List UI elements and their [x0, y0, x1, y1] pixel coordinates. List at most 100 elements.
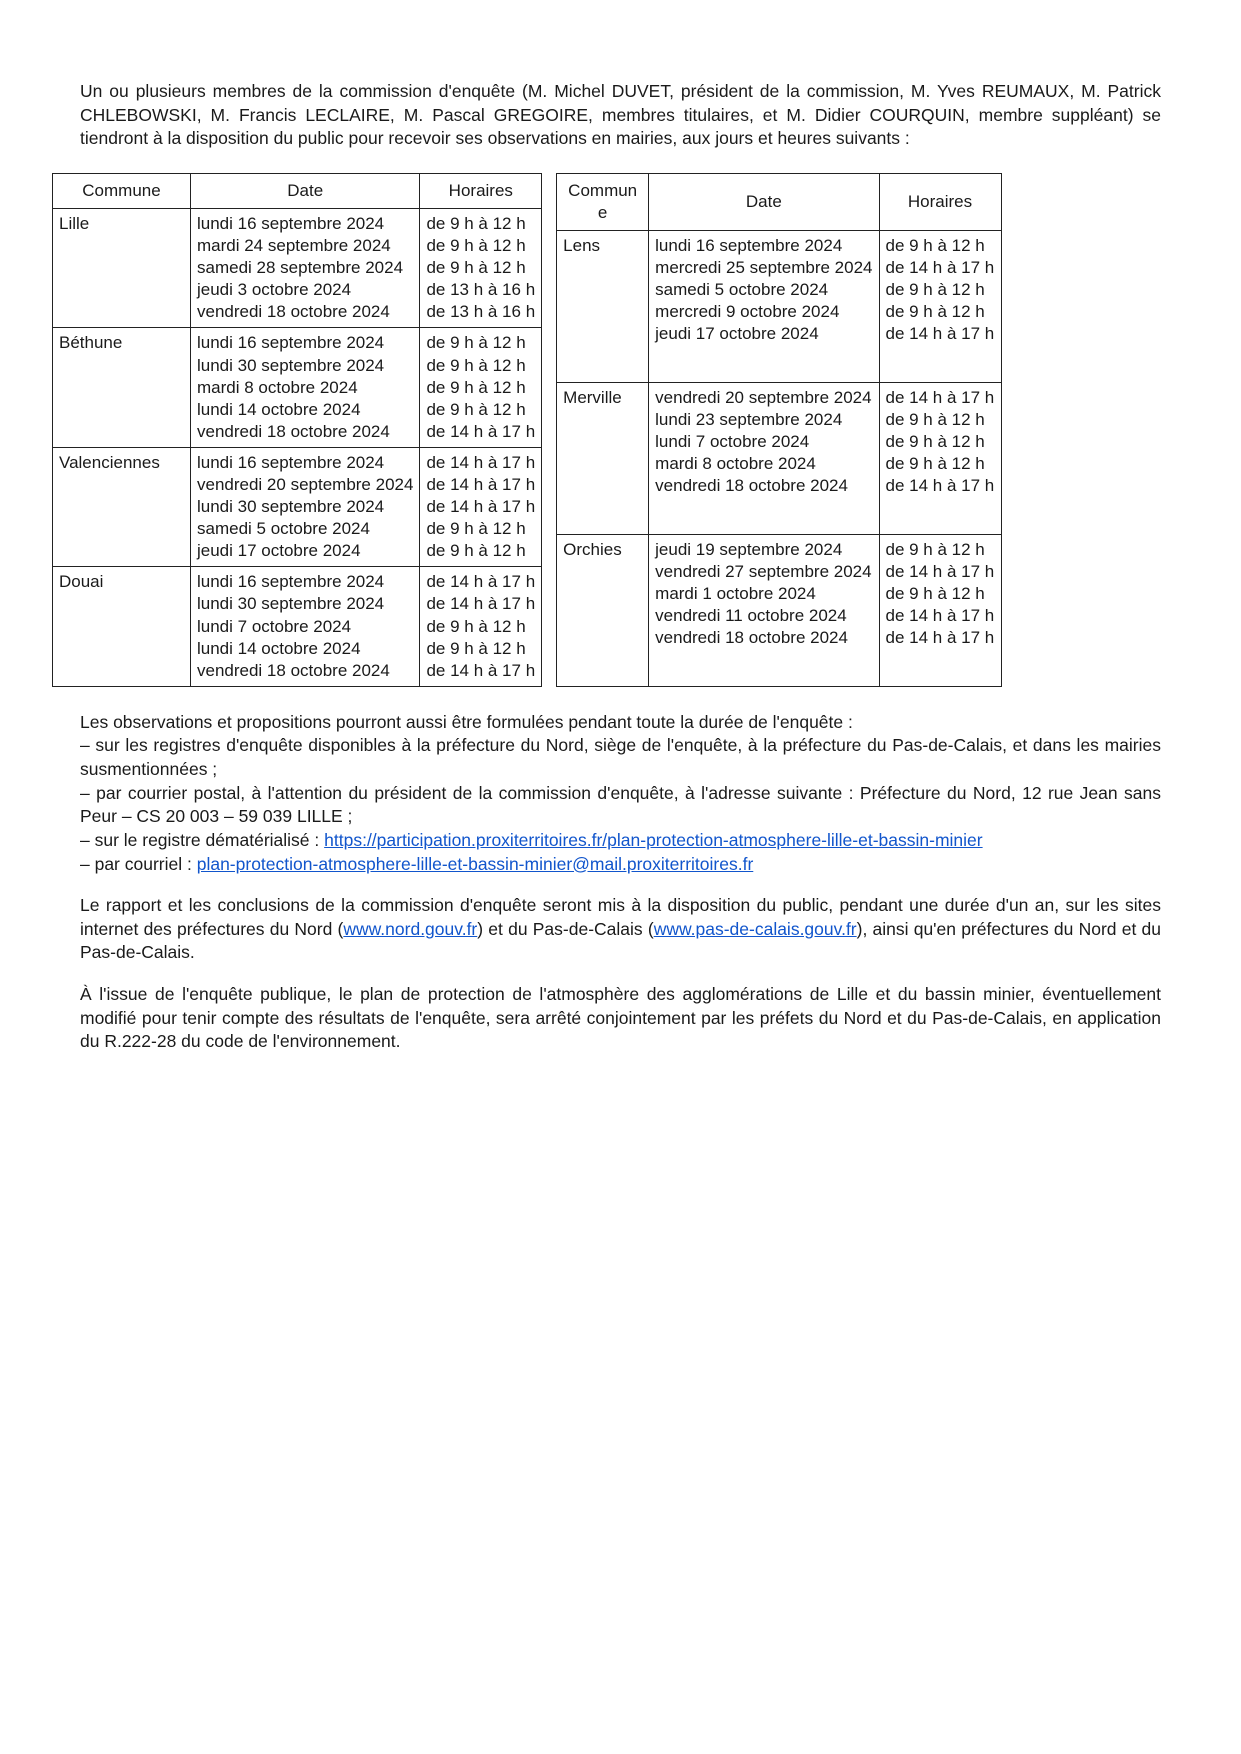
- horaire-line: de 14 h à 17 h: [426, 496, 535, 518]
- horaire-line: de 9 h à 12 h: [886, 583, 995, 605]
- cell-horaires: de 9 h à 12 hde 14 h à 17 hde 9 h à 12 h…: [879, 231, 1001, 383]
- th-commune-wrapped: Commun e: [557, 173, 649, 230]
- left-table-body: Lille lundi 16 septembre 2024 mardi 24 sep…: [53, 208, 542, 686]
- horaire-line: de 13 h à 16 h: [426, 279, 535, 301]
- th-horaires: Horaires: [879, 173, 1001, 230]
- table-header-row: Commune Date Horaires: [53, 173, 542, 208]
- horaire-line: de 9 h à 12 h: [886, 301, 995, 323]
- tables-container: Commune Date Horaires Lillelundi 16 sept…: [52, 173, 1161, 687]
- horaire-line: de 9 h à 12 h: [886, 453, 995, 475]
- conclusion-paragraph: À l'issue de l'enquête publique, le plan…: [80, 983, 1161, 1054]
- left-schedule-table: Commune Date Horaires Lillelundi 16 sept…: [52, 173, 542, 687]
- table-row: Béthunelundi 16 septembre 2024lundi 30 s…: [53, 328, 542, 447]
- date-line: mardi 24 septembre 2024: [197, 235, 413, 257]
- intro-paragraph: Un ou plusieurs membres de la commission…: [80, 80, 1161, 151]
- date-line: lundi 30 septembre 2024: [197, 593, 413, 615]
- date-line: jeudi 17 octobre 2024: [655, 323, 872, 345]
- cell-dates: lundi 16 septembre 2024lundi 30 septembr…: [191, 328, 420, 447]
- horaire-line: de 9 h à 12 h: [886, 235, 995, 257]
- link-courriel[interactable]: plan-protection-atmosphere-lille-et-bass…: [197, 854, 754, 874]
- horaire-line: de 9 h à 12 h: [426, 540, 535, 562]
- obs-bullet-registre-demat: – sur le registre dématérialisé : https:…: [80, 829, 1161, 853]
- th-commune: Commune: [53, 173, 191, 208]
- cell-commune: Orchies: [557, 534, 649, 686]
- horaire-line: de 9 h à 12 h: [426, 638, 535, 660]
- date-line: mercredi 25 septembre 2024: [655, 257, 872, 279]
- horaire-line: de 14 h à 17 h: [426, 593, 535, 615]
- date-line: vendredi 18 octobre 2024: [655, 627, 872, 649]
- date-line: lundi 14 octobre 2024: [197, 638, 413, 660]
- date-line: vendredi 11 octobre 2024: [655, 605, 872, 627]
- link-registre-demat[interactable]: https://participation.proxiterritoires.f…: [324, 830, 982, 850]
- link-nord-gouv[interactable]: www.nord.gouv.fr: [343, 919, 477, 939]
- horaire-line: de 9 h à 12 h: [426, 257, 535, 279]
- date-line: vendredi 27 septembre 2024: [655, 561, 872, 583]
- th-date: Date: [649, 173, 879, 230]
- date-line: lundi 23 septembre 2024: [655, 409, 872, 431]
- horaire-line: de 9 h à 12 h: [426, 518, 535, 540]
- date-line: mardi 1 octobre 2024: [655, 583, 872, 605]
- horaire-line: de 9 h à 12 h: [426, 377, 535, 399]
- date-line: jeudi 17 octobre 2024: [197, 540, 413, 562]
- date-line: samedi 5 octobre 2024: [197, 518, 413, 540]
- table-row: Mervillevendredi 20 septembre 2024lundi …: [557, 382, 1001, 534]
- table-row: Orchiesjeudi 19 septembre 2024vendredi 2…: [557, 534, 1001, 686]
- date-line: lundi 30 septembre 2024: [197, 496, 413, 518]
- obs-bullet-courriel: – par courriel : plan-protection-atmosph…: [80, 853, 1161, 877]
- horaire-line: de 9 h à 12 h: [426, 235, 535, 257]
- table-row: Lillelundi 16 septembre 2024mardi 24 sep…: [53, 208, 542, 327]
- horaire-line: de 9 h à 12 h: [426, 355, 535, 377]
- cell-horaires: de 9 h à 12 hde 14 h à 17 hde 9 h à 12 h…: [879, 534, 1001, 686]
- obs-bullet4-pre: – par courriel :: [80, 854, 197, 874]
- horaire-line: de 9 h à 12 h: [426, 399, 535, 421]
- rapport-mid: ) et du Pas-de-Calais (: [477, 919, 653, 939]
- th-commune-line1: Commun: [568, 181, 637, 200]
- date-line: vendredi 18 octobre 2024: [197, 301, 413, 323]
- horaire-line: de 14 h à 17 h: [426, 474, 535, 496]
- cell-horaires: de 14 h à 17 hde 14 h à 17 hde 14 h à 17…: [420, 447, 542, 566]
- date-line: lundi 7 octobre 2024: [197, 616, 413, 638]
- horaire-line: de 9 h à 12 h: [886, 409, 995, 431]
- th-date: Date: [191, 173, 420, 208]
- horaire-line: de 13 h à 16 h: [426, 301, 535, 323]
- date-line: lundi 7 octobre 2024: [655, 431, 872, 453]
- obs-bullet3-pre: – sur le registre dématérialisé :: [80, 830, 324, 850]
- date-line: jeudi 19 septembre 2024: [655, 539, 872, 561]
- date-line: mardi 8 octobre 2024: [197, 377, 413, 399]
- horaire-line: de 9 h à 12 h: [886, 431, 995, 453]
- cell-commune: Lens: [557, 231, 649, 383]
- date-line: mercredi 9 octobre 2024: [655, 301, 872, 323]
- date-line: lundi 16 septembre 2024: [197, 452, 413, 474]
- date-line: vendredi 20 septembre 2024: [197, 474, 413, 496]
- link-pdc-gouv[interactable]: www.pas-de-calais.gouv.fr: [654, 919, 857, 939]
- cell-dates: jeudi 19 septembre 2024vendredi 27 septe…: [649, 534, 879, 686]
- date-line: lundi 30 septembre 2024: [197, 355, 413, 377]
- right-schedule-table: Commun e Date Horaires Lenslundi 16 sept…: [556, 173, 1001, 687]
- date-line: jeudi 3 octobre 2024: [197, 279, 413, 301]
- horaire-line: de 14 h à 17 h: [426, 452, 535, 474]
- date-line: samedi 5 octobre 2024: [655, 279, 872, 301]
- horaire-line: de 14 h à 17 h: [886, 561, 995, 583]
- obs-intro: Les observations et propositions pourron…: [80, 711, 1161, 735]
- date-line: samedi 28 septembre 2024: [197, 257, 413, 279]
- rapport-paragraph: Le rapport et les conclusions de la comm…: [80, 894, 1161, 965]
- horaire-line: de 14 h à 17 h: [886, 475, 995, 497]
- horaire-line: de 14 h à 17 h: [886, 387, 995, 409]
- cell-commune: Valenciennes: [53, 447, 191, 566]
- cell-commune: Lille: [53, 208, 191, 327]
- table-row: Douailundi 16 septembre 2024lundi 30 sep…: [53, 567, 542, 686]
- cell-horaires: de 9 h à 12 hde 9 h à 12 hde 9 h à 12 hd…: [420, 328, 542, 447]
- horaire-line: de 9 h à 12 h: [886, 539, 995, 561]
- right-table-body: Lenslundi 16 septembre 2024mercredi 25 s…: [557, 231, 1001, 687]
- cell-horaires: de 14 h à 17 hde 14 h à 17 hde 9 h à 12 …: [420, 567, 542, 686]
- horaire-line: de 14 h à 17 h: [886, 627, 995, 649]
- th-horaires: Horaires: [420, 173, 542, 208]
- date-line: vendredi 18 octobre 2024: [197, 421, 413, 443]
- cell-commune: Merville: [557, 382, 649, 534]
- cell-dates: lundi 16 septembre 2024lundi 30 septembr…: [191, 567, 420, 686]
- obs-bullet-courrier: – par courrier postal, à l'attention du …: [80, 782, 1161, 829]
- cell-dates: lundi 16 septembre 2024mercredi 25 septe…: [649, 231, 879, 383]
- date-line: lundi 14 octobre 2024: [197, 399, 413, 421]
- table-row: Valenciennes lundi 16 septembre 2024vendr…: [53, 447, 542, 566]
- horaire-line: de 9 h à 12 h: [886, 279, 995, 301]
